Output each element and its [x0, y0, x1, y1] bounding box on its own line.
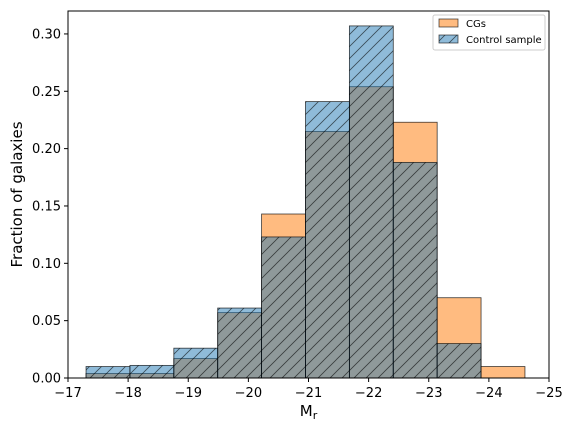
y-axis: 0.00 0.05 0.10 0.15 0.20 0.25 0.30 [32, 27, 68, 387]
y-tick-label: 0.00 [32, 372, 61, 387]
x-tick-label: −22 [355, 386, 382, 401]
control-sample-series [85, 25, 482, 379]
legend-label-cgs: CGs [466, 19, 486, 30]
x-tick-label: −23 [415, 386, 442, 401]
y-tick-label: 0.10 [32, 257, 61, 272]
bar-hatch-3 [217, 308, 262, 378]
legend-label-control-sample: Control sample [466, 35, 542, 46]
x-tick-label: −20 [235, 386, 262, 401]
bar-hatch-2 [173, 348, 218, 378]
legend-swatch-control-sample-hatch [439, 35, 458, 43]
x-axis-label: Mr [300, 402, 318, 422]
x-axis: −17 −18 −19 −20 −21 −22 −23 −24 −25 [54, 378, 563, 401]
y-tick-label: 0.25 [32, 85, 61, 100]
y-tick-label: 0.30 [32, 27, 61, 42]
x-tick-label: −17 [54, 386, 81, 401]
y-tick-label: 0.05 [32, 314, 61, 329]
bar-cgs-9 [480, 366, 526, 379]
bar-hatch-8 [437, 343, 482, 378]
legend: CGs Control sample [432, 14, 546, 51]
bar-hatch-5 [305, 101, 350, 379]
bar-hatch-0 [86, 366, 130, 378]
x-tick-label: −19 [175, 386, 202, 401]
y-axis-label: Fraction of galaxies [8, 121, 26, 267]
y-tick-label: 0.20 [32, 142, 61, 157]
x-tick-label: −18 [114, 386, 141, 401]
legend-box [432, 14, 546, 51]
bar-hatch-1 [129, 365, 174, 378]
x-tick-label: −24 [475, 386, 502, 401]
bar-hatch-4 [261, 236, 306, 378]
x-tick-label: −21 [295, 386, 322, 401]
bar-hatch-6 [349, 25, 394, 379]
x-tick-label: −25 [535, 386, 562, 401]
legend-swatch-cgs [438, 18, 459, 28]
bar-hatch-7 [393, 162, 438, 378]
y-tick-label: 0.15 [32, 199, 61, 214]
